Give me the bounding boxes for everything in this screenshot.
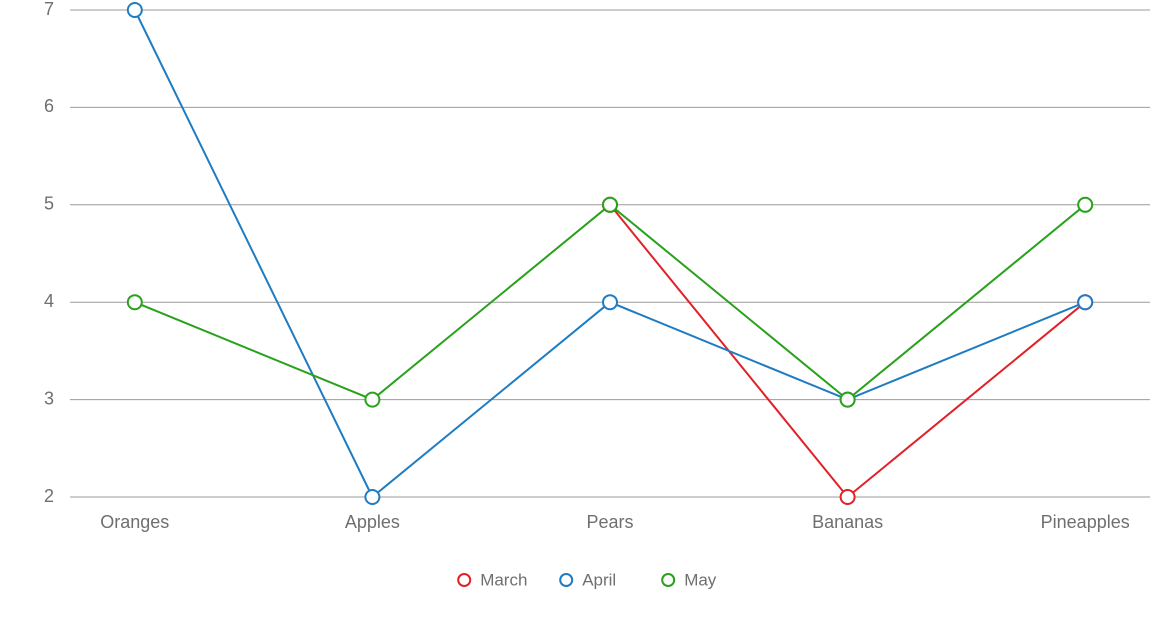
series-marker-march (841, 490, 855, 504)
legend-marker-may (662, 574, 674, 586)
series-marker-april (365, 490, 379, 504)
series-marker-may (841, 393, 855, 407)
legend-label-may: May (684, 570, 717, 589)
y-tick-label: 2 (44, 486, 54, 506)
legend-label-march: March (480, 570, 527, 589)
series-marker-april (128, 3, 142, 17)
x-tick-label: Oranges (100, 512, 169, 532)
y-tick-label: 3 (44, 388, 54, 408)
legend-marker-march (458, 574, 470, 586)
x-tick-label: Bananas (812, 512, 883, 532)
legend-label-april: April (582, 570, 616, 589)
series-marker-may (603, 198, 617, 212)
x-tick-label: Pears (586, 512, 633, 532)
series-marker-may (365, 393, 379, 407)
y-tick-label: 5 (44, 194, 54, 214)
y-tick-label: 6 (44, 96, 54, 116)
series-marker-may (128, 295, 142, 309)
series-marker-april (1078, 295, 1092, 309)
legend-marker-april (560, 574, 572, 586)
y-tick-label: 4 (44, 291, 54, 311)
chart-svg: 2 3 4 5 6 7 Oranges Apples Pears Bananas Pineapple… (0, 0, 1170, 627)
x-tick-label: Apples (345, 512, 400, 532)
x-tick-label: Pineapples (1041, 512, 1130, 532)
line-chart: 2 3 4 5 6 7 Oranges Apples Pears Bananas Pineapple… (0, 0, 1170, 627)
series-marker-may (1078, 198, 1092, 212)
y-tick-label: 7 (44, 0, 54, 19)
series-marker-april (603, 295, 617, 309)
